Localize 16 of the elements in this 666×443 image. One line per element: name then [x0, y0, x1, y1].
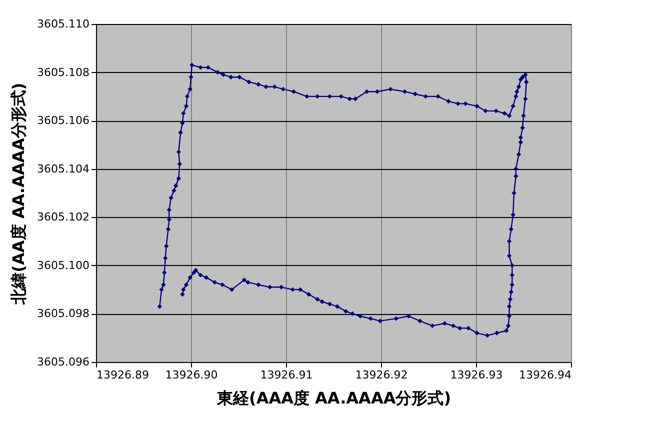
y-tick-label: 3605.110	[37, 18, 90, 30]
y-tick-label: 3605.106	[37, 114, 90, 128]
x-axis-title: 東経(AAA度 AA.AAAA分形式)	[216, 388, 452, 408]
y-tick-label: 3605.102	[37, 210, 90, 224]
y-tick-label: 3605.100	[37, 258, 90, 272]
y-axis-title: 北緯(AA度 AA.AAAA分形式)	[9, 82, 28, 306]
x-tick-label: 13926.92	[355, 368, 408, 382]
x-tick-label: 13926.93	[450, 368, 503, 382]
y-tick-label: 3605.108	[37, 66, 90, 79]
y-tick-label: 3605.104	[37, 162, 90, 176]
y-tick-label: 3605.096	[37, 356, 90, 368]
x-tick-label: 13926.94	[519, 368, 572, 382]
x-tick-label: 13926.91	[260, 368, 313, 382]
x-tick-label: 13926.89	[96, 368, 149, 382]
y-tick-label: 3605.098	[37, 307, 90, 320]
x-tick-label: 13926.90	[165, 368, 218, 382]
